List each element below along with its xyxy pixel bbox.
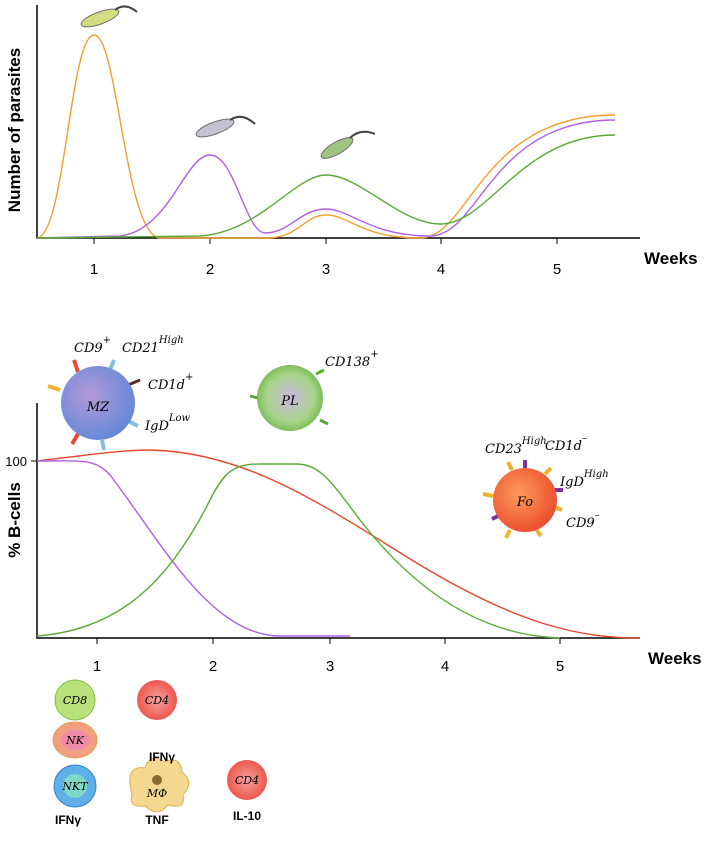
bottom-panel: 100 1 2 3 4 5 Weeks % B-cells MZ CD9+ CD… xyxy=(5,335,702,675)
cell-label: CD4 xyxy=(145,694,169,707)
marker: IgDHigh xyxy=(559,469,609,490)
cell-label: Fo xyxy=(516,495,533,510)
x-tick-label: 2 xyxy=(206,261,214,278)
y-axis-label: Number of parasites xyxy=(5,48,24,212)
marker: CD21High xyxy=(122,335,184,356)
fo-cell: Fo xyxy=(482,460,563,539)
x-tick-label: 1 xyxy=(93,658,101,675)
marker-name: CD9 xyxy=(74,341,103,356)
marker-sup: High xyxy=(158,335,184,346)
immune-cells: CD8 NK NKT CD4 MΦ CD4 IFNγ IFNγ TNF IL-1… xyxy=(52,679,267,827)
cell-label: CD4 xyxy=(235,774,259,787)
cell-label: NK xyxy=(65,734,85,747)
marker-name: CD1d xyxy=(545,439,582,454)
y-tick-label: 100 xyxy=(5,454,27,469)
cell-label: MΦ xyxy=(146,787,167,800)
ticks xyxy=(93,238,558,244)
marker-name: CD9 xyxy=(566,516,595,531)
marker-sup: – xyxy=(582,433,587,444)
marker-sup: High xyxy=(583,469,609,480)
parasite-icon xyxy=(80,5,376,159)
top-panel: 1 2 3 4 5 Weeks Number of parasites xyxy=(5,5,698,278)
curve xyxy=(36,119,616,239)
x-axis-label: Weeks xyxy=(648,649,702,668)
marker: CD9+ xyxy=(74,335,111,356)
x-tick-label: 4 xyxy=(437,261,445,278)
cell-label: MZ xyxy=(86,400,110,415)
marker-sup: High xyxy=(521,436,547,447)
axes xyxy=(36,5,640,239)
axes xyxy=(36,403,640,639)
cell-label: CD8 xyxy=(63,694,87,707)
x-tick-label: 5 xyxy=(556,658,564,675)
marker: CD138+ xyxy=(325,349,379,370)
x-tick-label: 1 xyxy=(90,261,98,278)
marker-sup: – xyxy=(595,510,600,521)
marker-name: CD21 xyxy=(122,341,159,356)
curve xyxy=(36,134,616,239)
x-tick-label: 3 xyxy=(326,658,334,675)
cytokine-label: IFNγ xyxy=(55,813,81,827)
marker: IgDLow xyxy=(144,413,191,434)
marker: CD1d– xyxy=(545,433,587,454)
marker-sup: + xyxy=(103,335,111,346)
marker-name: IgD xyxy=(559,475,584,490)
x-tick-label: 2 xyxy=(209,658,217,675)
x-tick-label: 4 xyxy=(441,658,449,675)
mz-cell: MZ xyxy=(47,359,141,451)
marker: CD1d+ xyxy=(148,372,193,393)
x-tick-label: 5 xyxy=(553,261,561,278)
x-tick-label: 3 xyxy=(322,261,330,278)
marker-name: IgD xyxy=(144,419,169,434)
x-axis-label: Weeks xyxy=(644,249,698,268)
curve xyxy=(36,449,641,639)
marker-sup: + xyxy=(185,372,193,383)
marker-name: CD138 xyxy=(325,355,370,370)
marker: CD9– xyxy=(566,510,600,531)
marker-name: CD23 xyxy=(485,442,522,457)
y-axis-label: % B-cells xyxy=(5,482,24,558)
cytokine-label: IL-10 xyxy=(233,809,261,823)
marker-name: CD1d xyxy=(148,378,185,393)
marker-sup: + xyxy=(370,349,378,360)
cytokine-label: IFNγ xyxy=(149,750,175,764)
pl-cell: PL xyxy=(249,365,329,431)
curve xyxy=(36,34,616,239)
curve xyxy=(36,463,561,639)
cytokine-label: TNF xyxy=(145,813,168,827)
marker: CD23High xyxy=(485,436,547,457)
cell-label: NKT xyxy=(61,780,89,793)
cell-label: PL xyxy=(280,394,298,409)
curve xyxy=(36,460,350,637)
marker-sup: Low xyxy=(168,413,191,424)
